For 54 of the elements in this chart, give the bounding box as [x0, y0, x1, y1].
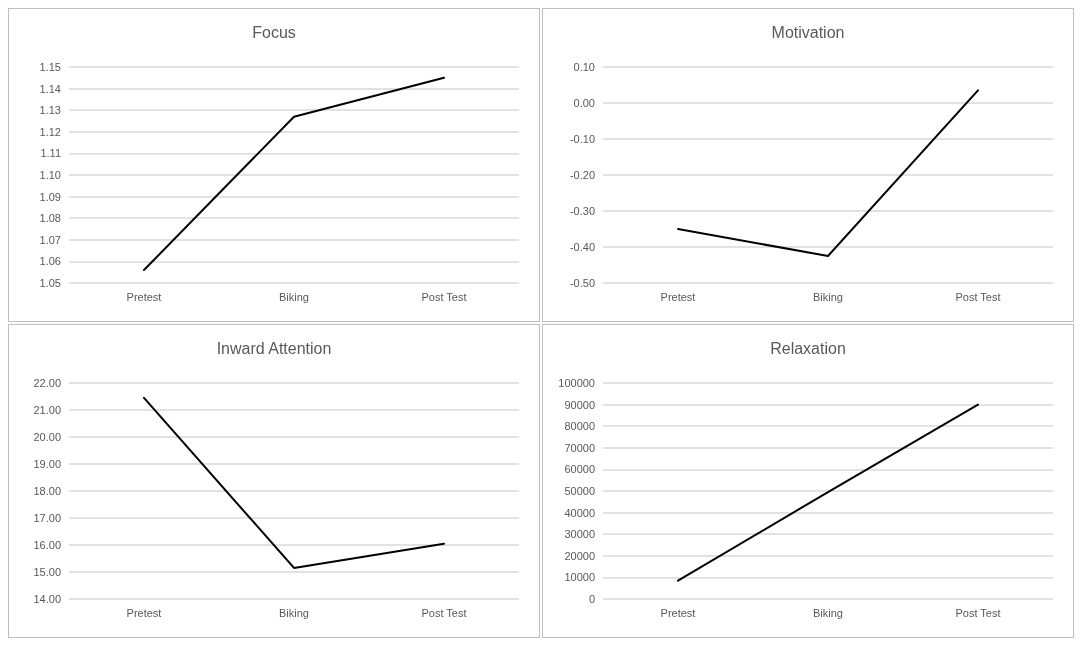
- y-tick-label: 1.09: [39, 190, 61, 203]
- y-tick-label: 1.06: [39, 255, 61, 268]
- x-tick-label: Biking: [279, 606, 309, 619]
- y-tick-label: 22.00: [33, 377, 61, 389]
- y-tick-label: 16.00: [33, 539, 61, 551]
- x-tick-label: Post Test: [421, 290, 467, 303]
- x-tick-label: Post Test: [955, 290, 1001, 303]
- y-tick-label: 1.05: [39, 277, 61, 289]
- y-tick-label: 60000: [564, 463, 595, 476]
- y-tick-label: 1.15: [39, 61, 61, 73]
- x-tick-label: Biking: [813, 290, 843, 303]
- y-tick-label: 18.00: [33, 485, 61, 497]
- y-tick-label: 0.10: [573, 61, 595, 73]
- y-tick-label: 1.12: [39, 125, 61, 138]
- y-tick-label: 1.07: [39, 233, 61, 246]
- y-tick-label: 1.11: [40, 147, 61, 160]
- y-tick-label: -0.40: [569, 241, 595, 253]
- y-tick-label: 0.00: [573, 97, 595, 109]
- y-tick-label: 50000: [564, 485, 595, 497]
- y-tick-label: 1.14: [39, 82, 61, 95]
- y-tick-label: 20000: [564, 549, 595, 562]
- y-tick-label: 90000: [564, 398, 595, 411]
- y-tick-label: 19.00: [33, 458, 61, 470]
- y-tick-label: 15.00: [33, 566, 61, 578]
- y-tick-label: 1.13: [39, 104, 61, 117]
- y-tick-label: 1.10: [39, 169, 61, 181]
- x-tick-label: Biking: [279, 290, 309, 303]
- y-tick-label: 1.08: [39, 212, 61, 225]
- y-tick-label: 0: [588, 593, 595, 605]
- y-tick-label: 20.00: [33, 431, 61, 443]
- chart-title: Focus: [252, 23, 296, 41]
- chart-title: Relaxation: [770, 339, 846, 357]
- y-tick-label: -0.20: [569, 169, 595, 181]
- chart-title: Inward Attention: [216, 339, 332, 357]
- chart-title: Motivation: [771, 23, 845, 41]
- x-tick-label: Pretest: [126, 606, 162, 619]
- x-tick-label: Post Test: [421, 606, 467, 619]
- x-tick-label: Pretest: [126, 290, 162, 303]
- y-tick-label: 40000: [564, 506, 595, 519]
- y-tick-label: 14.00: [33, 593, 61, 605]
- x-tick-label: Biking: [813, 606, 843, 619]
- y-tick-label: 100000: [558, 377, 595, 389]
- y-tick-label: 80000: [564, 420, 595, 433]
- y-tick-label: 30000: [564, 528, 595, 541]
- y-tick-label: 21.00: [33, 404, 61, 416]
- y-tick-label: 17.00: [33, 512, 61, 524]
- y-tick-label: 10000: [564, 571, 595, 584]
- y-tick-label: 70000: [564, 441, 595, 454]
- x-tick-label: Pretest: [660, 290, 696, 303]
- x-tick-label: Pretest: [660, 606, 696, 619]
- x-tick-label: Post Test: [955, 606, 1001, 619]
- y-tick-label: -0.30: [569, 205, 595, 217]
- y-tick-label: -0.10: [569, 133, 595, 145]
- y-tick-label: -0.50: [569, 277, 595, 289]
